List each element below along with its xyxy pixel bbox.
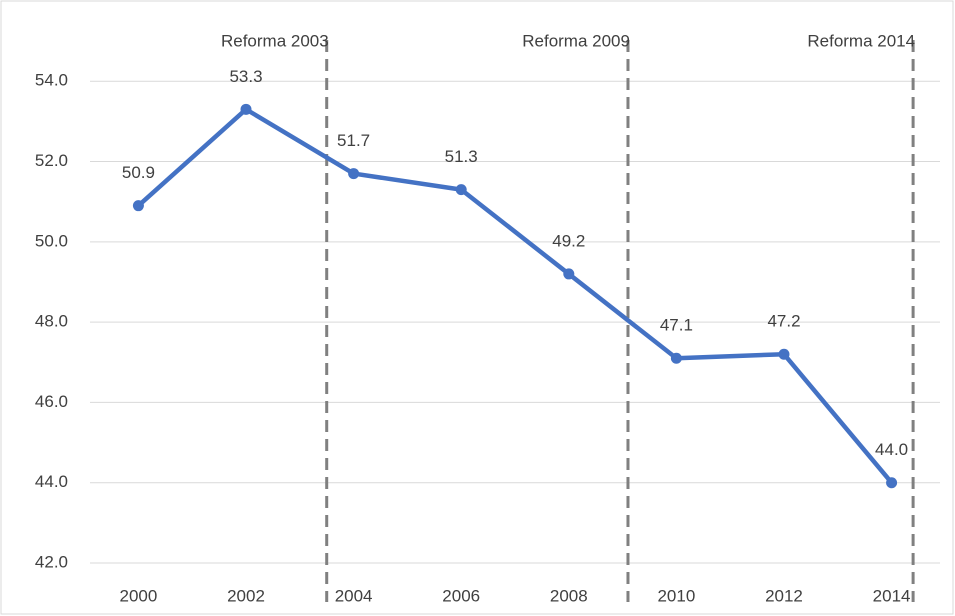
series-line — [136, 107, 894, 485]
x-tick-label: 2012 — [765, 586, 803, 605]
data-point — [778, 348, 790, 360]
y-tick-label: 44.0 — [35, 472, 68, 491]
x-tick-label: 2002 — [227, 586, 265, 605]
annotation: Reforma 2014 — [807, 31, 915, 50]
x-tick-label: 2008 — [550, 586, 588, 605]
x-tick-label: 2004 — [335, 586, 373, 605]
y-tick-label: 42.0 — [35, 552, 68, 571]
data-point — [132, 200, 144, 212]
x-tick-label: 2006 — [442, 586, 480, 605]
y-tick-label: 54.0 — [35, 71, 68, 90]
annotation: Reforma 2003 — [221, 31, 329, 50]
data-label: 50.9 — [122, 163, 155, 182]
data-point — [563, 268, 575, 280]
x-tick-label: 2014 — [873, 586, 911, 605]
data-label: 49.2 — [552, 231, 585, 250]
y-tick-label: 48.0 — [35, 312, 68, 331]
x-tick-label: 2010 — [657, 586, 695, 605]
data-label: 47.1 — [660, 316, 693, 335]
data-label: 51.3 — [445, 147, 478, 166]
data-label: 44.0 — [875, 440, 908, 459]
data-label: 51.7 — [337, 131, 370, 150]
data-point — [348, 168, 360, 180]
data-point — [240, 103, 252, 115]
y-tick-label: 46.0 — [35, 392, 68, 411]
y-tick-label: 52.0 — [35, 151, 68, 170]
data-point — [886, 477, 898, 489]
y-tick-label: 50.0 — [35, 231, 68, 250]
annotation: Reforma 2009 — [522, 31, 630, 50]
data-label: 47.2 — [767, 312, 800, 331]
data-label: 53.3 — [229, 67, 262, 86]
data-point — [670, 352, 682, 364]
data-point — [455, 184, 467, 196]
x-tick-label: 2000 — [120, 586, 158, 605]
